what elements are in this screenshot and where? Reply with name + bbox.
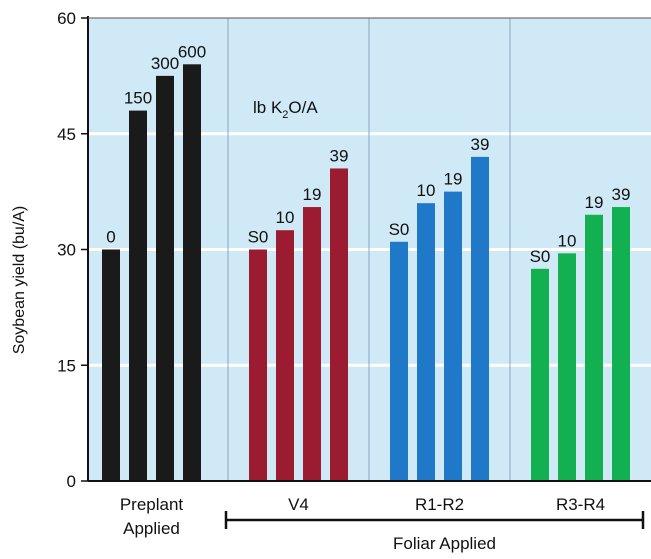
bar bbox=[102, 249, 120, 481]
bars bbox=[102, 64, 630, 482]
y-tick-label: 30 bbox=[57, 241, 76, 260]
y-tick-label: 15 bbox=[57, 356, 76, 375]
group-label: R3-R4 bbox=[556, 495, 605, 514]
group-label: Applied bbox=[123, 519, 180, 538]
y-tick-label: 0 bbox=[67, 472, 76, 491]
y-axis-label: Soybean yield (bu/A) bbox=[11, 206, 28, 355]
bar-value-label: 0 bbox=[106, 228, 115, 247]
bar bbox=[558, 253, 576, 481]
foliar-bracket: Foliar Applied bbox=[224, 511, 645, 553]
y-tick-label: 45 bbox=[57, 125, 76, 144]
bar-value-label: 300 bbox=[151, 54, 179, 73]
bar-value-label: 10 bbox=[558, 231, 577, 250]
bar bbox=[612, 207, 630, 481]
bar-value-label: 39 bbox=[330, 146, 349, 165]
bar bbox=[444, 191, 462, 481]
bar bbox=[156, 75, 174, 481]
bar-value-label: S0 bbox=[530, 247, 551, 266]
bar bbox=[417, 203, 435, 481]
bar bbox=[129, 110, 147, 481]
bar-value-label: 39 bbox=[612, 185, 631, 204]
bar bbox=[471, 156, 489, 481]
bar bbox=[585, 214, 603, 481]
y-tick-label: 60 bbox=[57, 9, 76, 28]
foliar-applied-label: Foliar Applied bbox=[393, 534, 496, 553]
bar bbox=[249, 249, 267, 481]
bar bbox=[276, 230, 294, 481]
axes bbox=[87, 16, 651, 482]
bar bbox=[390, 241, 408, 481]
group-labels: Preplant Applied V4 R1-R2 R3-R4 bbox=[120, 495, 605, 538]
group-dividers bbox=[227, 18, 511, 481]
bar-value-label: S0 bbox=[389, 220, 410, 239]
bar bbox=[303, 207, 321, 481]
group-label: V4 bbox=[288, 495, 309, 514]
bar-value-label: 10 bbox=[276, 208, 295, 227]
bar bbox=[183, 64, 201, 482]
bar-value-label: 10 bbox=[417, 181, 436, 200]
bar-value-label: 600 bbox=[178, 42, 206, 61]
group-label: R1-R2 bbox=[415, 495, 464, 514]
bar-value-label: 19 bbox=[444, 170, 463, 189]
bar-value-label: 19 bbox=[303, 185, 322, 204]
bar bbox=[531, 268, 549, 481]
bar bbox=[330, 168, 348, 481]
bar-value-label: 19 bbox=[585, 193, 604, 212]
bar-value-label: 150 bbox=[124, 89, 152, 108]
group-label: Preplant bbox=[120, 495, 184, 514]
bar-value-label: 39 bbox=[471, 135, 490, 154]
units-annotation: lb K2O/A bbox=[253, 98, 318, 121]
bar-value-label: S0 bbox=[248, 228, 269, 247]
y-tick-labels: 0 15 30 45 60 bbox=[57, 9, 88, 491]
